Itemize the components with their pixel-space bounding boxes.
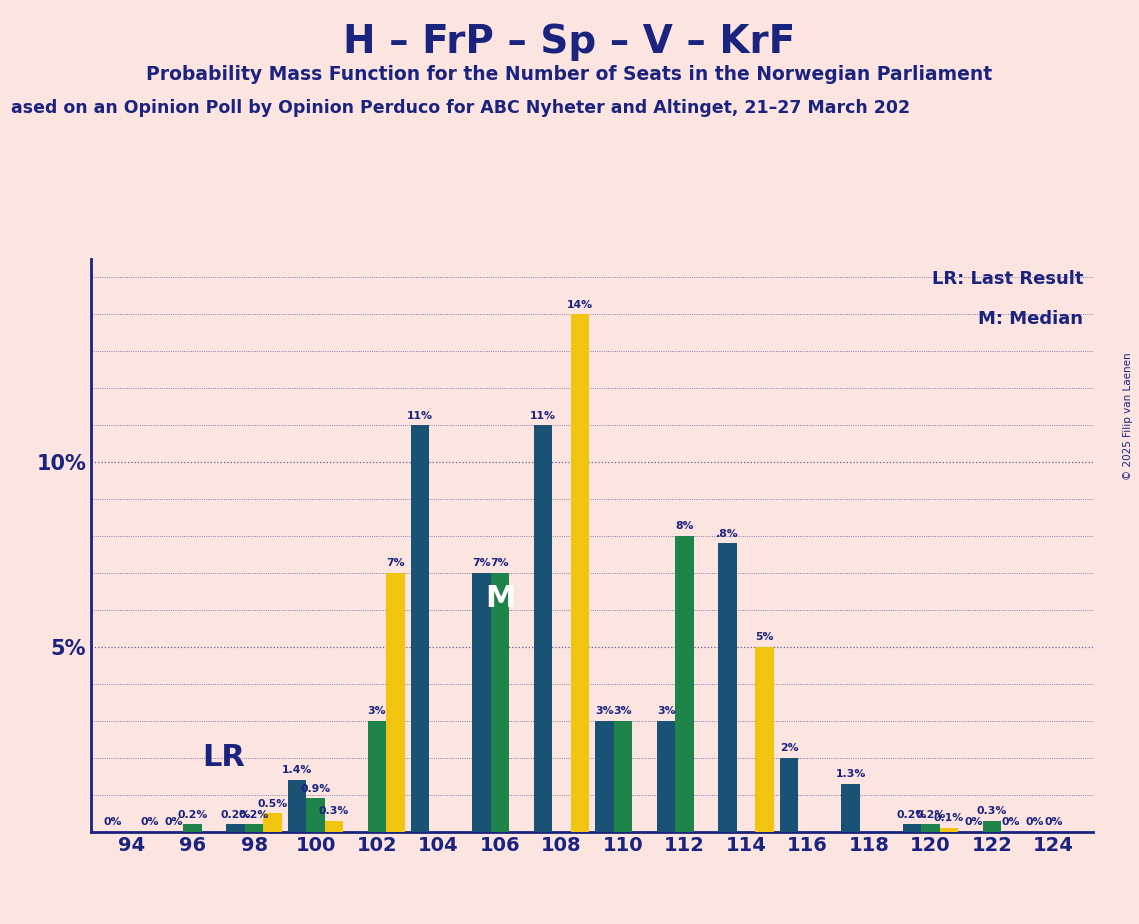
Text: 1.3%: 1.3%: [835, 769, 866, 779]
Text: 7%: 7%: [473, 558, 491, 568]
Text: 0.5%: 0.5%: [257, 798, 288, 808]
Text: H – FrP – Sp – V – KrF: H – FrP – Sp – V – KrF: [343, 23, 796, 61]
Text: .8%: .8%: [716, 529, 739, 539]
Bar: [780, 758, 798, 832]
Text: M: M: [485, 584, 515, 614]
Text: 0%: 0%: [965, 817, 983, 827]
Text: 11%: 11%: [530, 410, 556, 420]
Text: 0.2%: 0.2%: [239, 809, 269, 820]
Bar: [571, 314, 589, 832]
Bar: [940, 828, 958, 832]
Bar: [983, 821, 1001, 832]
Bar: [288, 780, 306, 832]
Bar: [534, 425, 552, 832]
Bar: [368, 721, 386, 832]
Bar: [183, 824, 202, 832]
Bar: [306, 798, 325, 832]
Bar: [227, 824, 245, 832]
Text: 0.1%: 0.1%: [934, 813, 964, 823]
Text: 0.2%: 0.2%: [896, 809, 927, 820]
Bar: [903, 824, 921, 832]
Bar: [411, 425, 429, 832]
Text: 14%: 14%: [567, 299, 593, 310]
Text: 3%: 3%: [368, 706, 386, 716]
Bar: [263, 813, 281, 832]
Text: 0%: 0%: [140, 817, 158, 827]
Text: 1.4%: 1.4%: [282, 765, 312, 775]
Text: 0%: 0%: [1001, 817, 1019, 827]
Bar: [614, 721, 632, 832]
Text: © 2025 Filip van Laenen: © 2025 Filip van Laenen: [1123, 352, 1132, 480]
Text: 3%: 3%: [657, 706, 675, 716]
Bar: [596, 721, 614, 832]
Text: 0.9%: 0.9%: [301, 784, 330, 794]
Bar: [719, 543, 737, 832]
Text: 2%: 2%: [780, 743, 798, 753]
Text: LR: Last Result: LR: Last Result: [932, 270, 1083, 288]
Text: M: Median: M: Median: [978, 310, 1083, 328]
Text: 11%: 11%: [407, 410, 433, 420]
Bar: [921, 824, 940, 832]
Text: 0.2%: 0.2%: [221, 809, 251, 820]
Text: 0.2%: 0.2%: [178, 809, 207, 820]
Text: 3%: 3%: [596, 706, 614, 716]
Text: 0%: 0%: [1044, 817, 1063, 827]
Bar: [245, 824, 263, 832]
Bar: [755, 647, 773, 832]
Text: LR: LR: [202, 743, 245, 772]
Text: ased on an Opinion Poll by Opinion Perduco for ABC Nyheter and Altinget, 21–27 M: ased on an Opinion Poll by Opinion Perdu…: [11, 99, 910, 116]
Text: 0%: 0%: [104, 817, 122, 827]
Bar: [675, 536, 694, 832]
Bar: [473, 573, 491, 832]
Bar: [386, 573, 404, 832]
Text: 8%: 8%: [675, 521, 694, 531]
Text: 0%: 0%: [165, 817, 183, 827]
Text: 0.3%: 0.3%: [319, 806, 350, 816]
Bar: [657, 721, 675, 832]
Text: 0%: 0%: [1026, 817, 1044, 827]
Bar: [491, 573, 509, 832]
Text: Probability Mass Function for the Number of Seats in the Norwegian Parliament: Probability Mass Function for the Number…: [147, 65, 992, 84]
Text: 5%: 5%: [755, 632, 773, 642]
Text: 0.3%: 0.3%: [977, 806, 1007, 816]
Bar: [325, 821, 343, 832]
Text: 0.2%: 0.2%: [916, 809, 945, 820]
Bar: [842, 784, 860, 832]
Text: 7%: 7%: [491, 558, 509, 568]
Text: 3%: 3%: [614, 706, 632, 716]
Text: 7%: 7%: [386, 558, 404, 568]
